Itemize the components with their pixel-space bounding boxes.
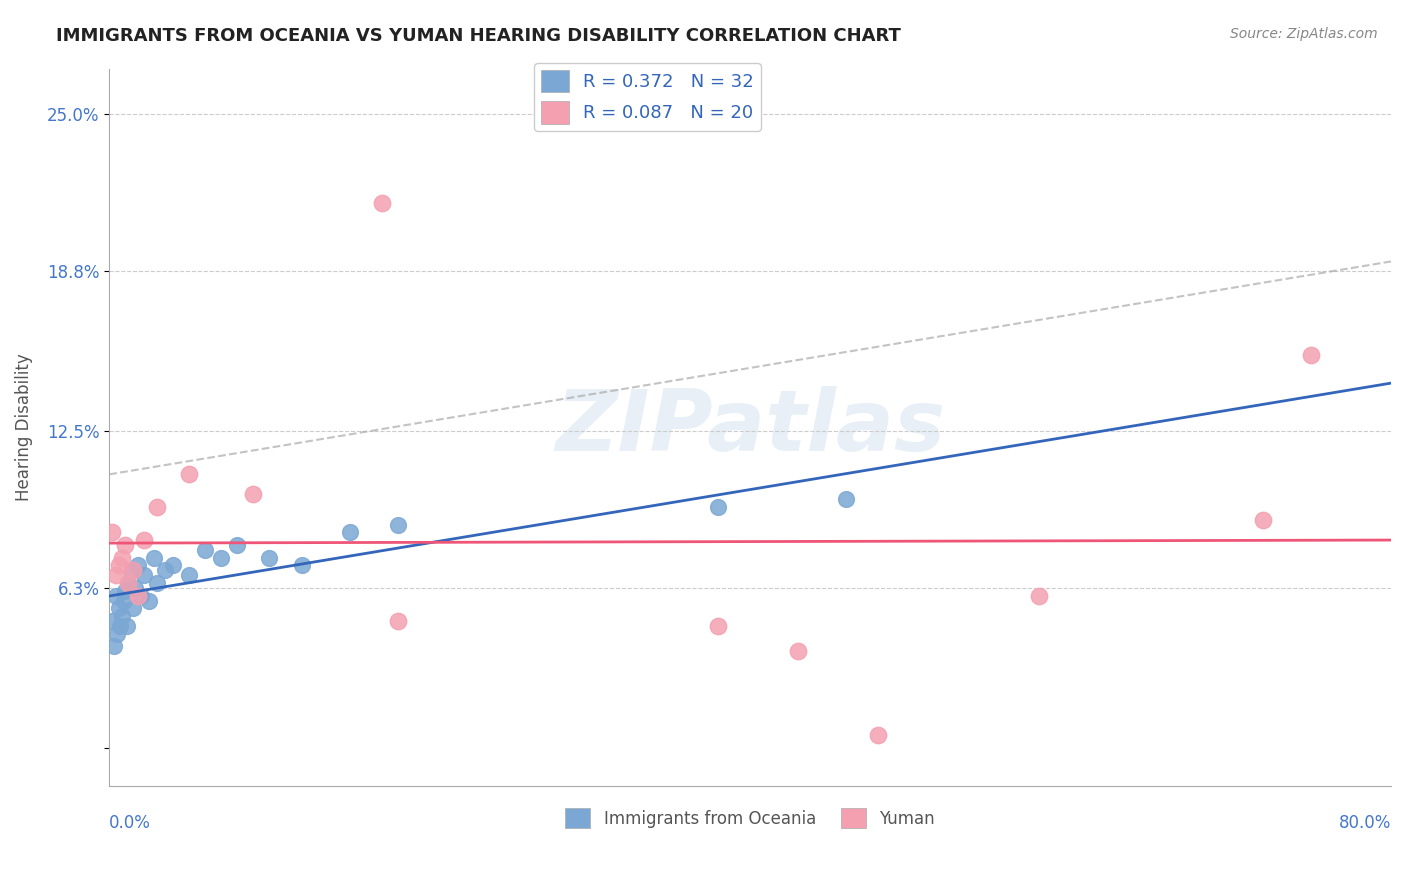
Point: [209, 550, 232, 565]
Point: [111, 550, 134, 565]
Text: ZIPatlas: ZIPatlas: [555, 385, 945, 468]
Point: [194, 543, 217, 558]
Point: [103, 640, 125, 654]
Point: [124, 581, 146, 595]
Point: [115, 619, 138, 633]
Point: [146, 500, 169, 514]
Y-axis label: Hearing Disability: Hearing Disability: [15, 353, 32, 501]
Point: [127, 589, 149, 603]
Point: [134, 533, 156, 547]
Text: IMMIGRANTS FROM OCEANIA VS YUMAN HEARING DISABILITY CORRELATION CHART: IMMIGRANTS FROM OCEANIA VS YUMAN HEARING…: [56, 27, 901, 45]
Point: [868, 728, 890, 742]
Point: [111, 609, 134, 624]
Point: [108, 601, 131, 615]
Point: [114, 538, 136, 552]
Point: [108, 558, 131, 573]
Point: [134, 568, 156, 582]
Point: [162, 558, 184, 573]
Point: [290, 558, 312, 573]
Point: [226, 538, 249, 552]
Point: [707, 500, 730, 514]
Point: [259, 550, 281, 565]
Point: [1299, 348, 1322, 362]
Point: [370, 195, 392, 210]
Point: [835, 492, 858, 507]
Point: [112, 594, 135, 608]
Point: [105, 626, 128, 640]
Point: [179, 568, 201, 582]
Text: 80.0%: 80.0%: [1339, 814, 1391, 832]
Point: [143, 550, 166, 565]
Point: [101, 614, 124, 628]
Point: [117, 576, 139, 591]
Point: [787, 644, 810, 658]
Point: [339, 525, 361, 540]
Point: [127, 558, 149, 573]
Point: [146, 576, 169, 591]
Point: [104, 589, 127, 603]
Text: 0.0%: 0.0%: [110, 814, 150, 832]
Point: [387, 517, 409, 532]
Point: [707, 619, 730, 633]
Point: [1028, 589, 1050, 603]
Point: [138, 594, 160, 608]
Point: [122, 601, 145, 615]
Legend: Immigrants from Oceania, Yuman: Immigrants from Oceania, Yuman: [558, 801, 942, 835]
Point: [117, 576, 139, 591]
Point: [242, 487, 264, 501]
Point: [129, 589, 152, 603]
Point: [110, 619, 132, 633]
Point: [121, 563, 143, 577]
Point: [122, 563, 145, 577]
Point: [114, 583, 136, 598]
Point: [104, 568, 127, 582]
Point: [1251, 513, 1274, 527]
Point: [387, 614, 409, 628]
Point: [101, 525, 124, 540]
Point: [179, 467, 201, 481]
Point: [155, 563, 177, 577]
Text: Source: ZipAtlas.com: Source: ZipAtlas.com: [1230, 27, 1378, 41]
